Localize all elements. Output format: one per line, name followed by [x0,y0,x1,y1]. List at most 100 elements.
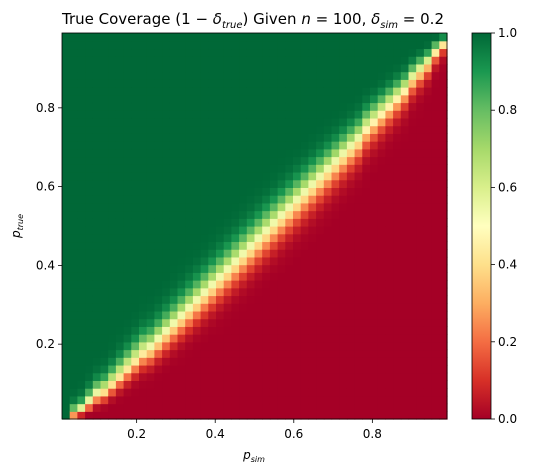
heatmap-cell [231,357,239,365]
heatmap-cell [193,102,201,110]
heatmap-cell [316,133,324,141]
heatmap-cell [432,72,440,80]
heatmap-cell [162,357,170,365]
heatmap-cell [355,102,363,110]
heatmap-cell [185,56,193,64]
heatmap-cell [139,241,147,249]
heatmap-cell [116,280,124,288]
heatmap-cell [432,79,440,87]
heatmap-cell [332,56,340,64]
heatmap-cell [370,126,378,134]
heatmap-cell [401,133,409,141]
heatmap-cell [316,218,324,226]
heatmap-cell [439,404,447,412]
heatmap-cell [101,126,109,134]
heatmap-cell [332,396,340,404]
heatmap-cell [270,288,278,296]
heatmap-cell [270,226,278,234]
heatmap-cell [255,226,263,234]
heatmap-cell [285,141,293,149]
heatmap-cell [293,265,301,273]
heatmap-cell [401,411,409,419]
heatmap-cell [131,319,139,327]
heatmap-cell [224,303,232,311]
heatmap-cell [178,133,186,141]
heatmap-cell [108,118,116,126]
heatmap-cell [185,203,193,211]
heatmap-cell [154,203,162,211]
heatmap-cell [355,141,363,149]
heatmap-cell [170,203,178,211]
heatmap-cell [401,95,409,103]
heatmap-cell [101,95,109,103]
heatmap-cell [416,41,424,49]
y-tick-label: 0.6 [36,180,55,194]
heatmap-cell [393,280,401,288]
heatmap-cell [409,172,417,180]
heatmap-cell [308,303,316,311]
heatmap-cell [101,211,109,219]
heatmap-cell [362,149,370,157]
heatmap-cell [124,295,132,303]
heatmap-cell [224,295,232,303]
heatmap-cell [432,64,440,72]
heatmap-cell [216,342,224,350]
heatmap-cell [201,350,209,358]
heatmap-cell [285,87,293,95]
heatmap-cell [355,311,363,319]
heatmap-cell [124,102,132,110]
heatmap-cell [131,334,139,342]
heatmap-cell [285,342,293,350]
heatmap-cell [316,164,324,172]
heatmap-cell [62,365,70,373]
heatmap-cell [316,87,324,95]
heatmap-cell [432,126,440,134]
heatmap-cell [439,141,447,149]
heatmap-cell [162,226,170,234]
heatmap-cell [224,164,232,172]
heatmap-cell [147,342,155,350]
heatmap-cell [347,48,355,56]
heatmap-cell [70,102,78,110]
heatmap-cell [439,187,447,195]
heatmap-cell [124,87,132,95]
heatmap-cell [154,295,162,303]
heatmap-cell [285,211,293,219]
heatmap-cell [170,241,178,249]
heatmap-cell [416,180,424,188]
heatmap-cell [285,157,293,165]
heatmap-cell [308,141,316,149]
heatmap-cell [239,203,247,211]
heatmap-cell [385,241,393,249]
heatmap-cell [270,280,278,288]
heatmap-cell [85,110,93,118]
heatmap-cell [324,380,332,388]
heatmap-cell [332,365,340,373]
heatmap-cell [131,380,139,388]
heatmap-cell [208,33,216,41]
heatmap-cell [131,365,139,373]
heatmap-cell [424,102,432,110]
heatmap-cell [409,118,417,126]
heatmap-cell [262,203,270,211]
heatmap-cell [147,272,155,280]
heatmap-cell [93,342,101,350]
heatmap-cell [131,118,139,126]
heatmap-cell [347,241,355,249]
heatmap-cell [231,48,239,56]
heatmap-cell [147,118,155,126]
heatmap-cell [131,241,139,249]
heatmap-cell [370,234,378,242]
heatmap-cell [339,33,347,41]
heatmap-cell [247,187,255,195]
heatmap-cell [439,79,447,87]
heatmap-cell [424,72,432,80]
heatmap-cell [70,41,78,49]
heatmap-cell [293,56,301,64]
heatmap-cell [270,133,278,141]
heatmap-cell [147,110,155,118]
heatmap-cell [77,342,85,350]
heatmap-cell [231,350,239,358]
heatmap-cell [154,334,162,342]
heatmap-cell [131,311,139,319]
